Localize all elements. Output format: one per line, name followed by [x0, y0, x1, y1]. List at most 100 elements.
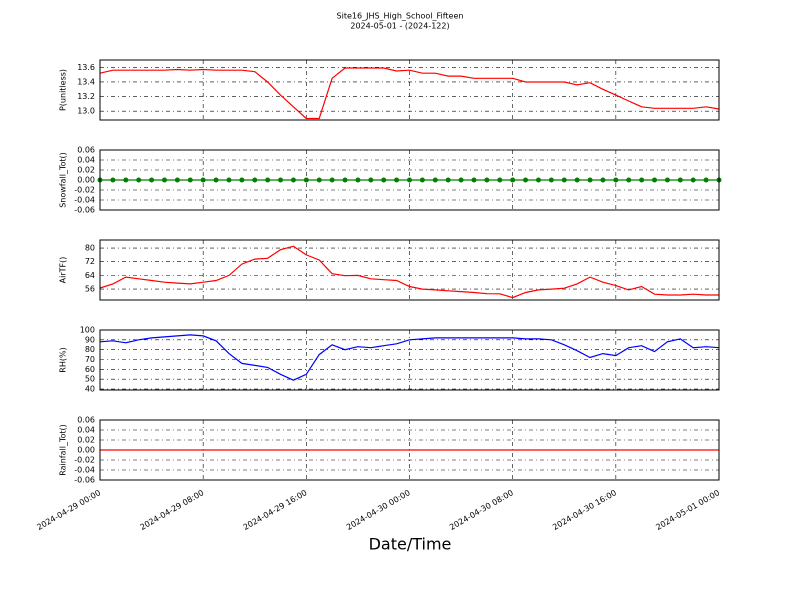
data-line [99, 67, 720, 120]
y-axis-label: Snowfall_Tot() [59, 152, 68, 208]
data-point [239, 177, 245, 183]
data-point [626, 177, 632, 183]
data-line [99, 334, 720, 381]
y-tick-label: 13.4 [77, 77, 95, 86]
y-tick-label: 60 [85, 365, 95, 374]
y-tick-label: 40 [85, 385, 95, 394]
x-tick-label: 2024-04-29 00:00 [35, 488, 102, 532]
data-point [535, 177, 541, 183]
x-tick-label: 2024-05-01 00:00 [654, 488, 721, 532]
y-axis-label: RH(%) [59, 347, 68, 372]
data-point [342, 177, 348, 183]
data-point [497, 177, 503, 183]
data-point [316, 177, 322, 183]
plot-frame [99, 329, 720, 391]
y-tick-label: 0.02 [77, 436, 95, 445]
data-point [213, 177, 219, 183]
data-point [123, 177, 129, 183]
data-point [407, 177, 412, 183]
data-point [110, 177, 116, 183]
y-tick-label: -0.04 [74, 196, 95, 205]
data-point [149, 177, 155, 183]
data-point [368, 177, 374, 183]
data-point [278, 177, 284, 183]
x-tick-label: 2024-04-30 08:00 [448, 488, 515, 532]
y-tick-label: 0.06 [77, 416, 95, 425]
y-tick-label: 64 [85, 271, 95, 280]
y-tick-label: -0.04 [74, 466, 95, 475]
data-point [677, 177, 683, 183]
plot-frame [99, 149, 720, 211]
y-tick-label: -0.06 [74, 476, 95, 485]
data-point [445, 177, 451, 183]
data-point [265, 177, 271, 183]
data-point [174, 177, 180, 183]
data-line [99, 245, 719, 299]
data-point [161, 177, 167, 183]
data-point [303, 177, 309, 183]
data-point [355, 177, 361, 183]
y-tick-label: 70 [85, 355, 95, 364]
data-point [252, 177, 258, 183]
data-point [587, 177, 593, 183]
x-tick-label: 2024-04-29 16:00 [242, 488, 309, 532]
data-point [187, 177, 193, 183]
y-tick-label: 90 [85, 335, 95, 344]
chart-subtitle: 2024-05-01 - (2024-122) [350, 22, 449, 31]
y-tick-label: 0.02 [77, 166, 95, 175]
y-tick-label: 72 [85, 257, 95, 266]
data-point [523, 177, 529, 183]
x-tick-label: 2024-04-30 00:00 [345, 488, 412, 532]
y-tick-label: 80 [85, 345, 95, 354]
y-axis-label: Rainfall_Tot() [59, 424, 68, 476]
y-tick-label: 80 [85, 244, 95, 253]
data-point [471, 177, 477, 183]
data-point [561, 177, 567, 183]
y-tick-label: 0.00 [77, 176, 95, 185]
y-tick-label: 0.04 [77, 426, 95, 435]
data-point [381, 177, 387, 183]
x-tick-label: 2024-04-30 16:00 [551, 488, 618, 532]
y-tick-label: -0.02 [74, 186, 95, 195]
y-tick-label: 13.2 [77, 92, 95, 101]
data-point [690, 177, 696, 183]
data-point [703, 177, 709, 183]
data-point [639, 177, 645, 183]
data-point [574, 177, 580, 183]
data-point [664, 177, 670, 183]
y-tick-label: 0.04 [77, 156, 95, 165]
y-tick-label: 100 [80, 326, 95, 335]
plot-frame [99, 239, 720, 301]
data-point [329, 177, 335, 183]
y-tick-label: 0.00 [77, 446, 95, 455]
data-point [136, 177, 142, 183]
data-point [510, 177, 516, 183]
data-point [652, 177, 658, 183]
y-axis-label: AirTF() [59, 257, 68, 284]
x-axis-label: Date/Time [369, 535, 452, 554]
y-tick-label: 13.0 [77, 107, 95, 116]
data-point [226, 177, 232, 183]
data-point [458, 177, 464, 183]
y-tick-label: 56 [85, 285, 95, 294]
data-point [290, 177, 296, 183]
y-tick-label: 0.06 [77, 146, 95, 155]
data-point [419, 177, 425, 183]
y-tick-label: -0.02 [74, 456, 95, 465]
x-tick-label: 2024-04-29 08:00 [138, 488, 205, 532]
plot-frame [99, 59, 720, 121]
y-axis-label: P(unitless) [59, 69, 68, 111]
data-point [200, 177, 206, 183]
data-point [394, 177, 400, 183]
y-tick-label: -0.06 [74, 206, 95, 215]
data-point [613, 177, 619, 183]
plot-frame [99, 419, 720, 481]
data-point [484, 177, 490, 183]
data-point [432, 177, 438, 183]
y-tick-label: 13.6 [77, 63, 95, 72]
data-point [548, 177, 554, 183]
data-point [600, 177, 606, 183]
y-tick-label: 50 [85, 375, 95, 384]
